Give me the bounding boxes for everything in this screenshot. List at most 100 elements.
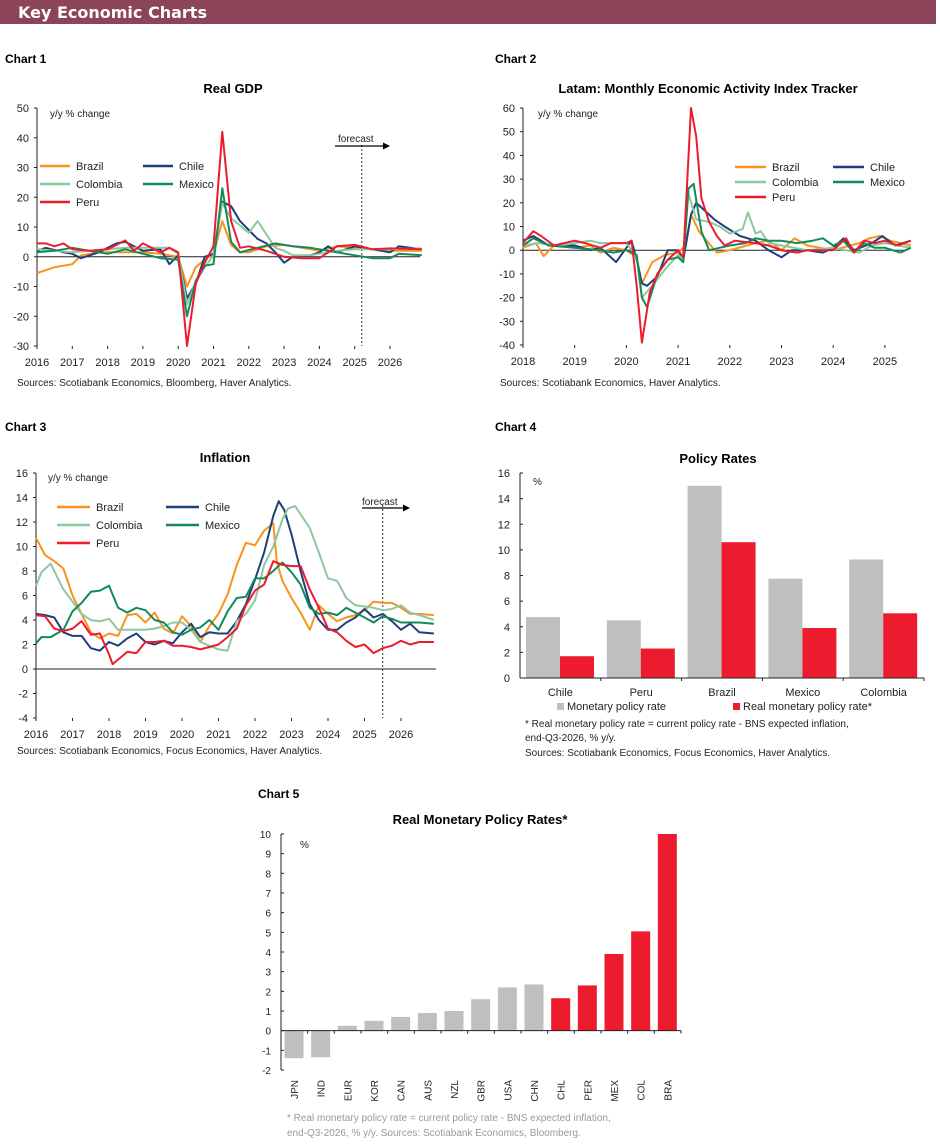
x-tick-label: NZL xyxy=(450,1080,461,1099)
bar-monetary-policy-rate xyxy=(849,559,884,678)
x-tick-label: 2018 xyxy=(511,356,535,368)
y-tick-label: 10 xyxy=(498,545,510,557)
x-tick-label: 2026 xyxy=(389,729,413,741)
y-tick-label: 0 xyxy=(265,1027,271,1038)
bar-ind xyxy=(311,1030,331,1058)
bar-real-monetary-policy-rate xyxy=(721,542,756,678)
y-tick-label: 6 xyxy=(265,909,271,920)
series-line-peru xyxy=(522,107,912,344)
y-tick-label: 10 xyxy=(260,830,272,841)
x-tick-label: Mexico xyxy=(785,687,820,699)
y-tick-label: 50 xyxy=(17,103,29,115)
x-tick-label: 2021 xyxy=(206,729,230,741)
chart-label-1: Chart 1 xyxy=(5,52,47,66)
x-tick-label: 2025 xyxy=(342,357,366,369)
x-tick-label: CHN xyxy=(530,1080,541,1102)
legend-label: Colombia xyxy=(772,177,819,189)
y-tick-label: 10 xyxy=(503,222,515,234)
legend-label: Brazil xyxy=(76,161,104,173)
source-note: Sources: Scotiabank Economics, Focus Eco… xyxy=(17,746,322,757)
x-tick-label: Colombia xyxy=(860,687,907,699)
bar-eur xyxy=(337,1025,357,1031)
legend-label: Brazil xyxy=(96,502,124,514)
y-tick-label: -40 xyxy=(499,340,515,352)
y-tick-label: 2 xyxy=(504,647,510,659)
y-tick-label: -4 xyxy=(18,713,28,725)
y-tick-label: -10 xyxy=(13,282,29,294)
y-tick-label: -1 xyxy=(262,1046,271,1057)
y-tick-label: -20 xyxy=(13,311,29,323)
bar-gbr xyxy=(471,999,491,1031)
bar-monetary-policy-rate xyxy=(606,620,641,678)
legend-label: Peru xyxy=(96,538,119,550)
y-tick-label: 30 xyxy=(503,174,515,186)
x-tick-label: Chile xyxy=(548,687,573,699)
forecast-label: forecast xyxy=(338,134,374,145)
x-tick-label: EUR xyxy=(343,1080,354,1101)
chart-title: Latam: Monthly Economic Activity Index T… xyxy=(558,81,857,96)
bar-monetary-policy-rate xyxy=(526,617,560,678)
y-tick-label: 20 xyxy=(17,192,29,204)
legend-label: Monetary policy rate xyxy=(567,701,666,713)
y-tick-label: 0 xyxy=(22,664,28,676)
y-tick-label: -2 xyxy=(262,1066,271,1077)
footnote: * Real monetary policy rate = current po… xyxy=(287,1113,611,1124)
page-header: Key Economic Charts xyxy=(0,0,936,24)
x-tick-label: 2022 xyxy=(718,356,742,368)
chart-label-2: Chart 2 xyxy=(495,52,537,66)
x-tick-label: 2021 xyxy=(201,357,225,369)
y-tick-label: 30 xyxy=(17,163,29,175)
series-line-mexico xyxy=(35,561,434,644)
series-line-mexico xyxy=(36,187,422,318)
y-tick-label: 6 xyxy=(22,591,28,603)
source-note: Sources: Scotiabank Economics, Focus Eco… xyxy=(525,748,830,759)
forecast-arrow-head xyxy=(403,504,410,512)
bar-chn xyxy=(524,984,544,1031)
chart-label-3: Chart 3 xyxy=(5,420,47,434)
y-tick-label: 12 xyxy=(498,519,510,531)
y-tick-label: -2 xyxy=(18,689,28,701)
y-tick-label: 16 xyxy=(16,468,28,480)
x-tick-label: 2019 xyxy=(131,357,155,369)
x-tick-label: Peru xyxy=(630,687,653,699)
bar-col xyxy=(631,931,651,1031)
x-tick-label: 2025 xyxy=(873,356,897,368)
x-tick-label: 2020 xyxy=(170,729,194,741)
bar-real-monetary-policy-rate xyxy=(640,648,675,678)
y-axis-label: % xyxy=(533,477,542,488)
y-tick-label: 8 xyxy=(22,566,28,578)
y-tick-label: 8 xyxy=(265,869,271,880)
source-note: Sources: Scotiabank Economics, Haver Ana… xyxy=(500,378,721,389)
bar-real-monetary-policy-rate xyxy=(883,613,918,678)
y-tick-label: 6 xyxy=(504,596,510,608)
x-tick-label: 2021 xyxy=(666,356,690,368)
y-tick-label: 0 xyxy=(504,673,510,685)
x-tick-label: 2017 xyxy=(60,357,84,369)
bar-aus xyxy=(417,1012,437,1031)
series-line-peru xyxy=(37,130,422,347)
y-tick-label: 7 xyxy=(265,889,271,900)
page-title: Key Economic Charts xyxy=(18,3,207,22)
bar-real-monetary-policy-rate xyxy=(560,656,594,678)
y-tick-label: 9 xyxy=(265,850,271,861)
x-tick-label: COL xyxy=(637,1080,648,1101)
y-axis-label: % xyxy=(300,840,309,851)
x-tick-label: 2016 xyxy=(24,729,48,741)
y-tick-label: 50 xyxy=(503,127,515,139)
legend-label: Brazil xyxy=(772,162,800,174)
x-tick-label: Brazil xyxy=(708,687,736,699)
y-tick-label: 5 xyxy=(265,928,271,939)
y-tick-label: -10 xyxy=(499,269,515,281)
x-tick-label: 2024 xyxy=(821,356,845,368)
bar-bra xyxy=(657,834,677,1031)
legend-label: Mexico xyxy=(870,177,905,189)
legend-label: Peru xyxy=(772,192,795,204)
bar-kor xyxy=(364,1020,384,1031)
x-tick-label: 2016 xyxy=(25,357,49,369)
legend-label: Chile xyxy=(205,502,230,514)
x-tick-label: CAN xyxy=(397,1080,408,1101)
x-tick-label: 2023 xyxy=(279,729,303,741)
chart-title: Inflation xyxy=(200,450,251,465)
footnote: end-Q3-2026, % y/y. Sources: Scotiabank … xyxy=(287,1128,581,1139)
y-tick-label: 16 xyxy=(498,468,510,480)
